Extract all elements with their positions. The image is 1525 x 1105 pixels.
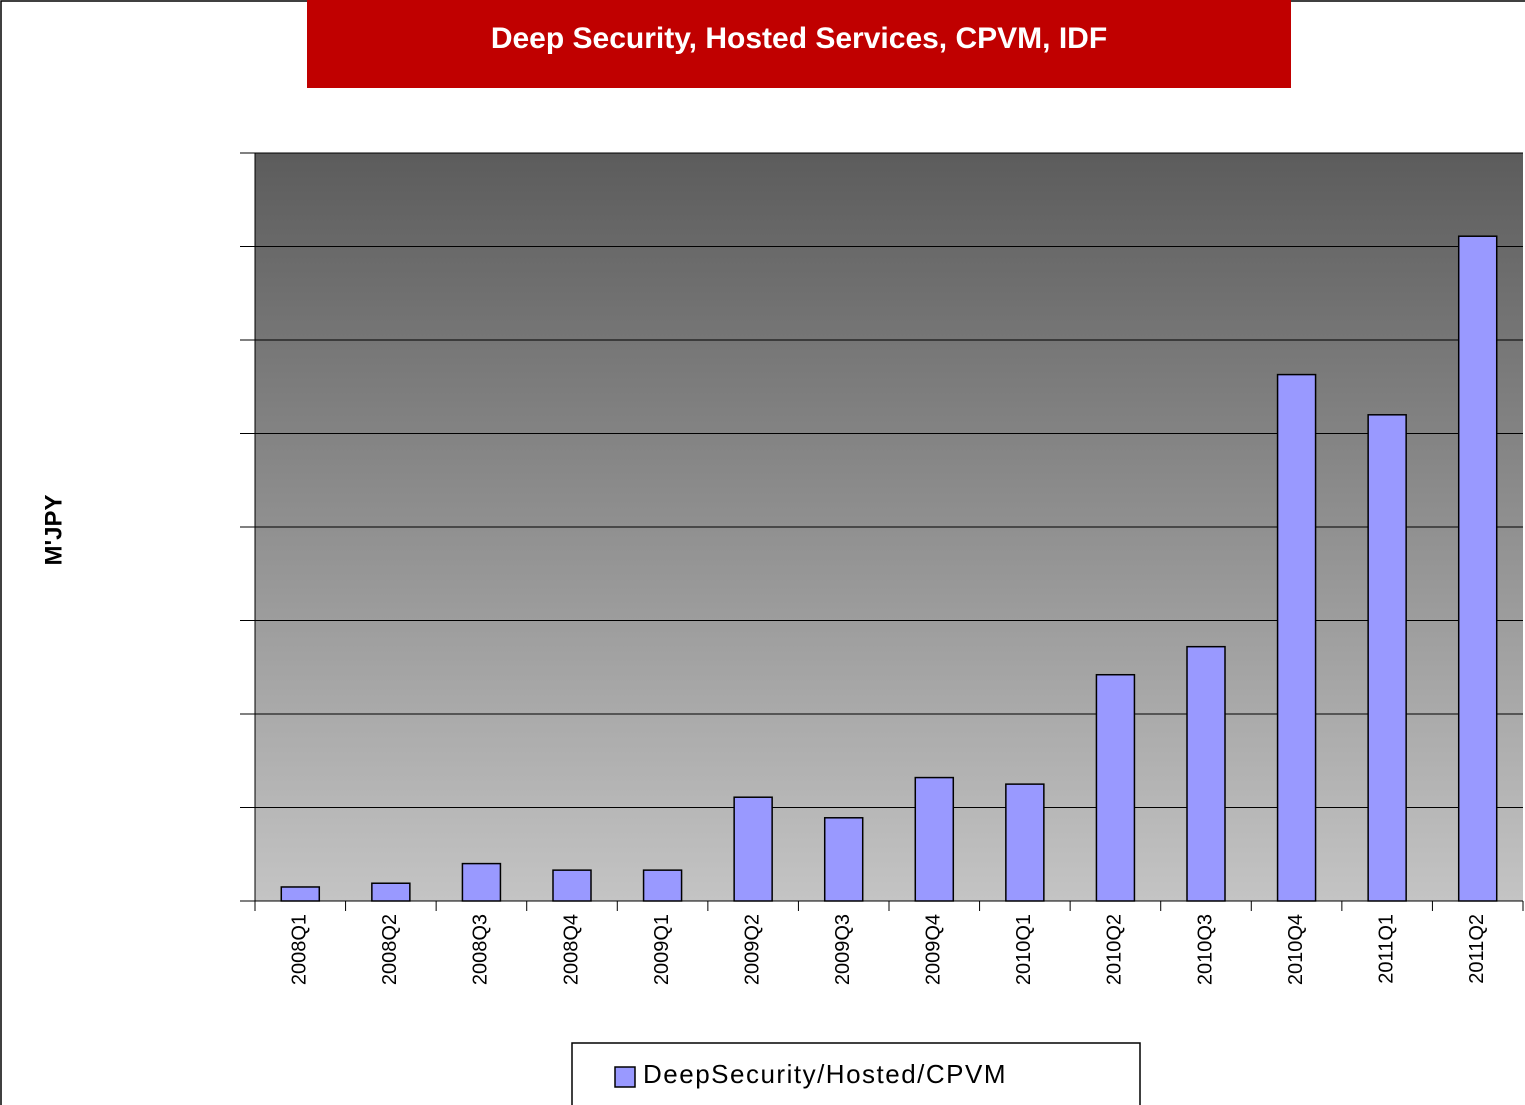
bar xyxy=(914,776,955,902)
bar xyxy=(1005,783,1045,902)
chart-title: Deep Security, Hosted Services, CPVM, ID… xyxy=(491,22,1107,55)
bar xyxy=(1276,373,1317,902)
x-tick-label: 2009Q3 xyxy=(832,914,854,985)
x-tick-label: 2008Q1 xyxy=(289,914,311,985)
bar xyxy=(552,869,592,902)
bar xyxy=(1367,414,1407,902)
x-tick-label: 2008Q3 xyxy=(470,914,492,985)
x-tick-label: 2010Q4 xyxy=(1285,914,1307,985)
x-tick-label: 2010Q2 xyxy=(1104,914,1126,985)
x-tick-label: 2008Q4 xyxy=(560,914,582,985)
x-tick-label: 2008Q2 xyxy=(379,914,401,985)
bar xyxy=(1457,235,1498,902)
x-tick-label: 2009Q1 xyxy=(651,914,673,985)
bar xyxy=(461,862,502,902)
title-box xyxy=(307,0,1291,88)
bar xyxy=(733,796,773,902)
bar xyxy=(642,869,683,902)
legend-swatch xyxy=(614,1066,636,1088)
bar xyxy=(823,817,864,902)
bar xyxy=(1186,645,1226,902)
x-tick-label: 2010Q3 xyxy=(1194,914,1216,985)
x-tick-label: 2011Q2 xyxy=(1466,914,1488,984)
x-tick-label: 2009Q2 xyxy=(741,914,763,985)
x-tick-label: 2010Q1 xyxy=(1013,914,1035,985)
bar xyxy=(1095,673,1136,902)
x-tick-label: 2011Q1 xyxy=(1375,914,1397,984)
bar xyxy=(371,882,411,902)
x-tick-label: 2009Q4 xyxy=(923,914,945,985)
legend-label: DeepSecurity/Hosted/CPVM xyxy=(643,1059,1007,1089)
bar xyxy=(280,886,321,902)
y-axis-label: M'JPY xyxy=(40,494,67,565)
legend xyxy=(571,1042,1141,1105)
